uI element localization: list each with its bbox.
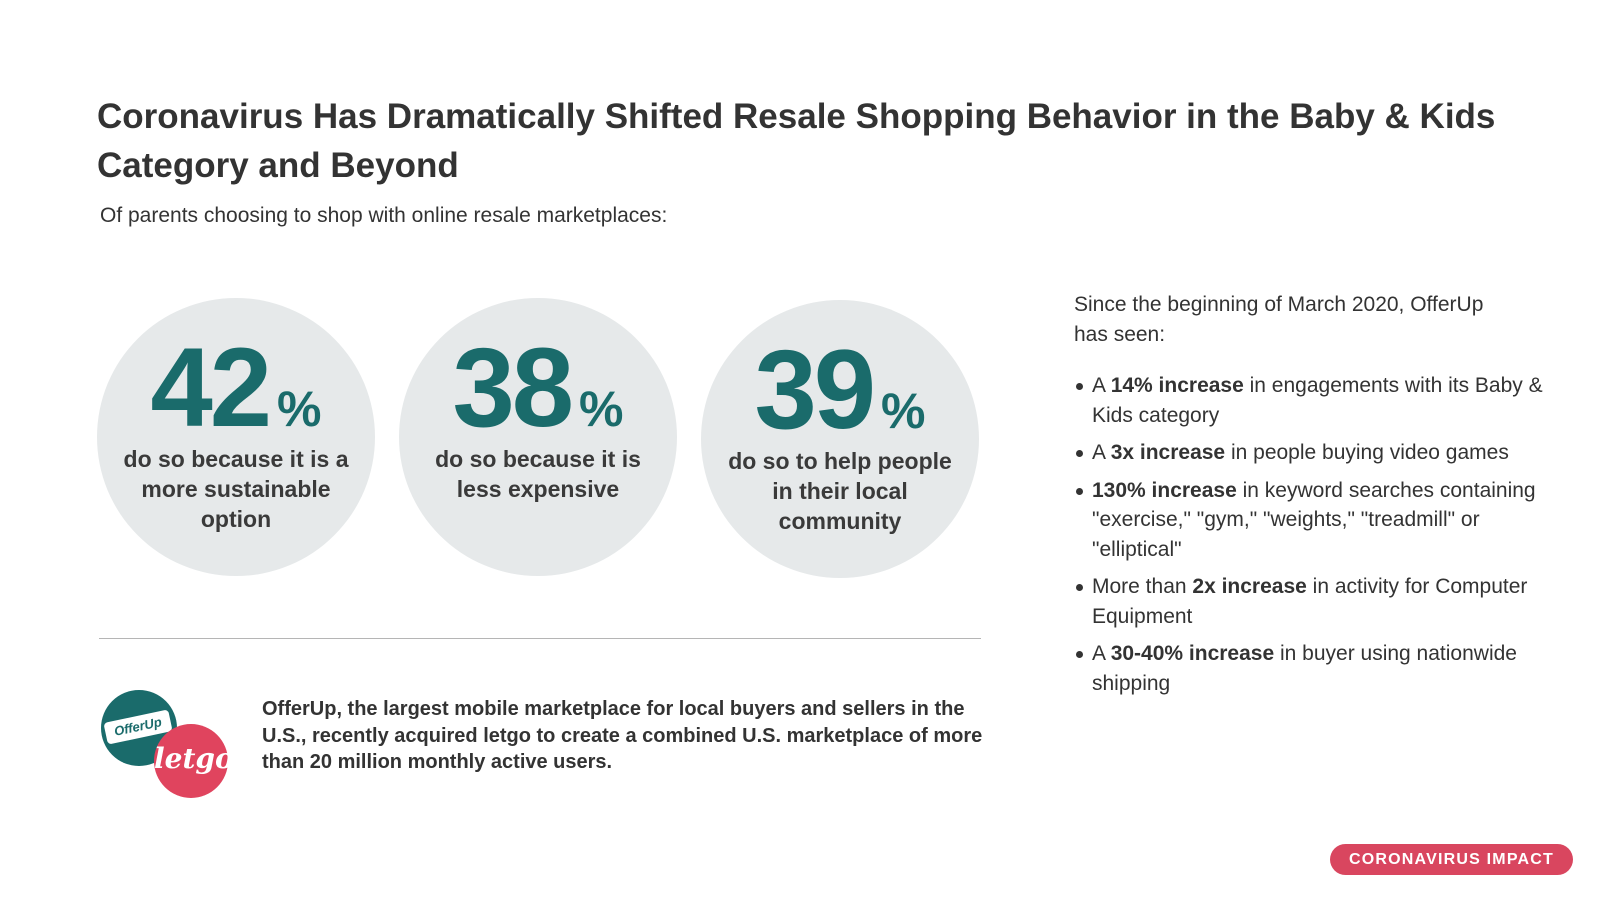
coronavirus-impact-badge: CORONAVIRUS IMPACT xyxy=(1330,844,1573,875)
item-prefix: A xyxy=(1092,642,1111,665)
item-detail: in buyer using nationwide shipping xyxy=(1092,642,1517,695)
item-detail: in keyword searches containing "exercise… xyxy=(1092,478,1536,561)
page-subtitle: Of parents choosing to shop with online … xyxy=(100,204,668,227)
stat-description: do so because it is less expensive xyxy=(435,446,641,502)
list-item: A 14% increase in engagements with its B… xyxy=(1074,371,1574,430)
stat-value: 39 xyxy=(754,327,876,452)
stat-unit: % xyxy=(881,383,926,439)
stat-description: do so to help people in their local comm… xyxy=(728,448,952,534)
about-offerup-text: OfferUp, the largest mobile marketplace … xyxy=(262,698,983,773)
stat-value: 42 xyxy=(150,325,272,450)
item-highlight: 30-40% increase xyxy=(1110,642,1275,665)
stat-unit: % xyxy=(277,381,322,437)
item-prefix: More than xyxy=(1092,575,1193,598)
stat-figure: 39% xyxy=(701,334,979,446)
item-prefix: A xyxy=(1092,374,1111,397)
stat-value: 38 xyxy=(452,325,574,450)
item-highlight: 3x increase xyxy=(1110,441,1226,464)
offerup-letgo-logo: OfferUp letgo xyxy=(99,690,234,802)
item-detail: in engagements with its Baby & Kids cate… xyxy=(1092,374,1543,427)
item-prefix: A xyxy=(1092,441,1111,464)
letgo-logo: letgo xyxy=(154,724,234,798)
section-divider xyxy=(99,638,981,639)
stat-circle-community: 39% do so to help people in their local … xyxy=(701,300,979,578)
stat-circle-expensive: 38% do so because it is less expensive xyxy=(399,298,677,576)
item-detail: in activity for Computer Equipment xyxy=(1092,575,1528,628)
stat-figure: 38% xyxy=(399,332,677,444)
item-highlight: 130% increase xyxy=(1092,478,1237,502)
list-item: A 30-40% increase in buyer using nationw… xyxy=(1074,639,1574,698)
stat-figure: 42% xyxy=(97,332,375,444)
findings-list: A 14% increase in engagements with its B… xyxy=(1074,371,1574,706)
side-intro: Since the beginning of March 2020, Offer… xyxy=(1074,293,1484,346)
list-item: A 3x increase in people buying video gam… xyxy=(1074,438,1574,468)
stat-description: do so because it is a more sustainable o… xyxy=(123,446,349,532)
stat-unit: % xyxy=(579,381,624,437)
list-item: 130% increase in keyword searches contai… xyxy=(1074,476,1574,565)
page-title: Coronavirus Has Dramatically Shifted Res… xyxy=(97,97,1496,185)
item-highlight: 14% increase xyxy=(1110,374,1244,397)
list-item: More than 2x increase in activity for Co… xyxy=(1074,572,1574,631)
item-detail: in people buying video games xyxy=(1225,441,1509,464)
stat-circle-sustainable: 42% do so because it is a more sustainab… xyxy=(97,298,375,576)
item-highlight: 2x increase xyxy=(1192,575,1307,598)
